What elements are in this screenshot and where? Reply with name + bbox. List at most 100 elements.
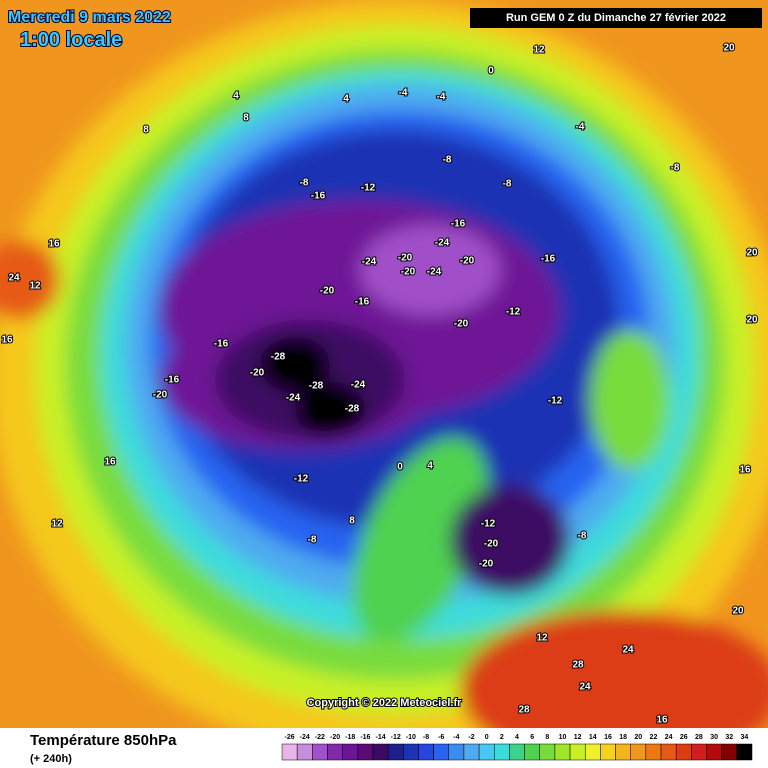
forecast-time: 1:00 locale bbox=[20, 29, 122, 51]
isotherm-label: 24 bbox=[622, 645, 634, 656]
isotherm-label: 4 bbox=[427, 461, 433, 472]
isotherm-label: 12 bbox=[51, 519, 63, 530]
isotherm-label: -8 bbox=[443, 155, 452, 166]
isotherm-label: -12 bbox=[294, 474, 309, 485]
isotherm-label: -8 bbox=[671, 163, 680, 174]
isotherm-label: 0 bbox=[488, 66, 494, 77]
isotherm-label: -8 bbox=[300, 178, 309, 189]
isotherm-label: 4 bbox=[233, 91, 239, 102]
isotherm-label: -4 bbox=[399, 88, 408, 99]
isotherm-label: 28 bbox=[572, 660, 584, 671]
isotherm-label: -16 bbox=[451, 219, 466, 230]
run-box bbox=[470, 8, 762, 28]
colorbar-cell bbox=[357, 743, 374, 761]
colorbar-tick-label: 22 bbox=[650, 734, 658, 741]
colorbar-cell bbox=[494, 743, 510, 761]
isotherm-label: -24 bbox=[351, 380, 366, 391]
colorbar: -26 -24 -22 -20 -18 -16 -14 -12 -10 -8 -6 -4 -2 0 2 4 6 8… bbox=[281, 734, 753, 761]
colorbar-cell bbox=[736, 743, 753, 761]
isotherm-label: -16 bbox=[541, 254, 556, 265]
isotherm-label: 16 bbox=[48, 239, 60, 250]
colorbar-tick-label: -16 bbox=[360, 734, 370, 741]
colorbar-cell bbox=[524, 743, 540, 761]
isotherm-label: -12 bbox=[548, 396, 563, 407]
isotherm-label: -8 bbox=[308, 535, 317, 546]
isotherm-label: -24 bbox=[286, 393, 301, 404]
isotherm-label: 24 bbox=[579, 682, 591, 693]
isotherm-label: 8 bbox=[143, 125, 149, 136]
colorbar-tick-label: -10 bbox=[406, 734, 416, 741]
colorbar-cell bbox=[600, 743, 616, 761]
isotherm-label: -12 bbox=[506, 307, 521, 318]
colorbar-tick-label: -14 bbox=[375, 734, 385, 741]
isotherm-label: -8 bbox=[503, 179, 512, 190]
isotherm-label: -24 bbox=[435, 238, 450, 249]
colorbar-tick-label: 16 bbox=[604, 734, 612, 741]
isotherm-label: -20 bbox=[153, 390, 168, 401]
colorbar-cell bbox=[721, 743, 738, 761]
legend-title: Température 850hPa bbox=[30, 732, 177, 749]
colorbar-cell bbox=[478, 743, 495, 761]
colorbar-tick-label: 6 bbox=[530, 734, 534, 741]
isotherm-label: 16 bbox=[104, 457, 116, 468]
colorbar-tick-label: -12 bbox=[391, 734, 401, 741]
isotherm-label: 16 bbox=[1, 335, 13, 346]
colorbar-tick-label: 24 bbox=[665, 734, 673, 741]
isotherm-label: -20 bbox=[454, 319, 469, 330]
isotherm-label: -16 bbox=[214, 339, 229, 350]
colorbar-cell bbox=[418, 743, 434, 761]
isotherm-label: -20 bbox=[401, 267, 416, 278]
colorbar-tick-label: 32 bbox=[725, 734, 733, 741]
colorbar-tick-label: -2 bbox=[468, 734, 474, 741]
isotherm-label: 20 bbox=[746, 248, 758, 259]
isotherm-label: 16 bbox=[739, 465, 751, 476]
colorbar-tick-label: 28 bbox=[695, 734, 703, 741]
isotherm-label: -24 bbox=[427, 267, 442, 278]
isotherm-label: -12 bbox=[361, 183, 376, 194]
isotherm-label: 12 bbox=[536, 633, 548, 644]
colorbar-tick-label: -26 bbox=[285, 734, 295, 741]
isotherm-label: -4 bbox=[576, 122, 585, 133]
isotherm-label: -20 bbox=[460, 256, 475, 267]
colorbar-cell bbox=[706, 743, 722, 761]
isotherm-label: 20 bbox=[732, 606, 744, 617]
isotherm-label: -20 bbox=[250, 368, 265, 379]
colorbar-tick-label: -8 bbox=[423, 734, 429, 741]
copyright: Copyright © 2022 Meteociel.fr bbox=[307, 697, 463, 709]
colorbar-cell bbox=[645, 743, 662, 761]
isotherm-label: 20 bbox=[746, 315, 758, 326]
colorbar-tick-label: 34 bbox=[741, 734, 749, 741]
colorbar-cell bbox=[509, 743, 525, 761]
forecast-date: Mercredi 9 mars 2022 bbox=[8, 9, 171, 26]
colorbar-cell bbox=[691, 743, 707, 761]
colorbar-cell bbox=[342, 743, 359, 761]
isotherm-label: 24 bbox=[8, 273, 20, 284]
colorbar-tick-label: -24 bbox=[300, 734, 310, 741]
colorbar-cell bbox=[463, 743, 480, 761]
colorbar-tick-label: 18 bbox=[619, 734, 627, 741]
isotherm-label: 20 bbox=[723, 43, 735, 54]
isotherm-label: -28 bbox=[345, 404, 360, 415]
isotherm-label: -20 bbox=[484, 539, 499, 550]
colorbar-tick-label: -4 bbox=[453, 734, 459, 741]
colorbar-cell bbox=[630, 743, 647, 761]
isotherm-label: -20 bbox=[398, 253, 413, 264]
isotherm-label: 12 bbox=[533, 45, 545, 56]
colorbar-cell bbox=[281, 743, 298, 761]
isotherm-label: 28 bbox=[518, 705, 530, 716]
colorbar-tick-label: 10 bbox=[559, 734, 567, 741]
isotherm-label: 16 bbox=[656, 715, 668, 726]
isotherm-label: 4 bbox=[343, 94, 349, 105]
colorbar-tick-label: 0 bbox=[485, 734, 489, 741]
isotherm-label: 8 bbox=[349, 516, 355, 527]
lead-time: (+ 240h) bbox=[30, 753, 72, 765]
colorbar-tick-label: 30 bbox=[710, 734, 718, 741]
run-info: Run GEM 0 Z du Dimanche 27 février 2022 bbox=[506, 12, 726, 24]
colorbar-tick-label: -20 bbox=[330, 734, 340, 741]
colorbar-cell bbox=[372, 743, 389, 761]
isotherm-label: 12 bbox=[29, 281, 41, 292]
colorbar-cell bbox=[660, 743, 677, 761]
colorbar-cell bbox=[403, 743, 419, 761]
